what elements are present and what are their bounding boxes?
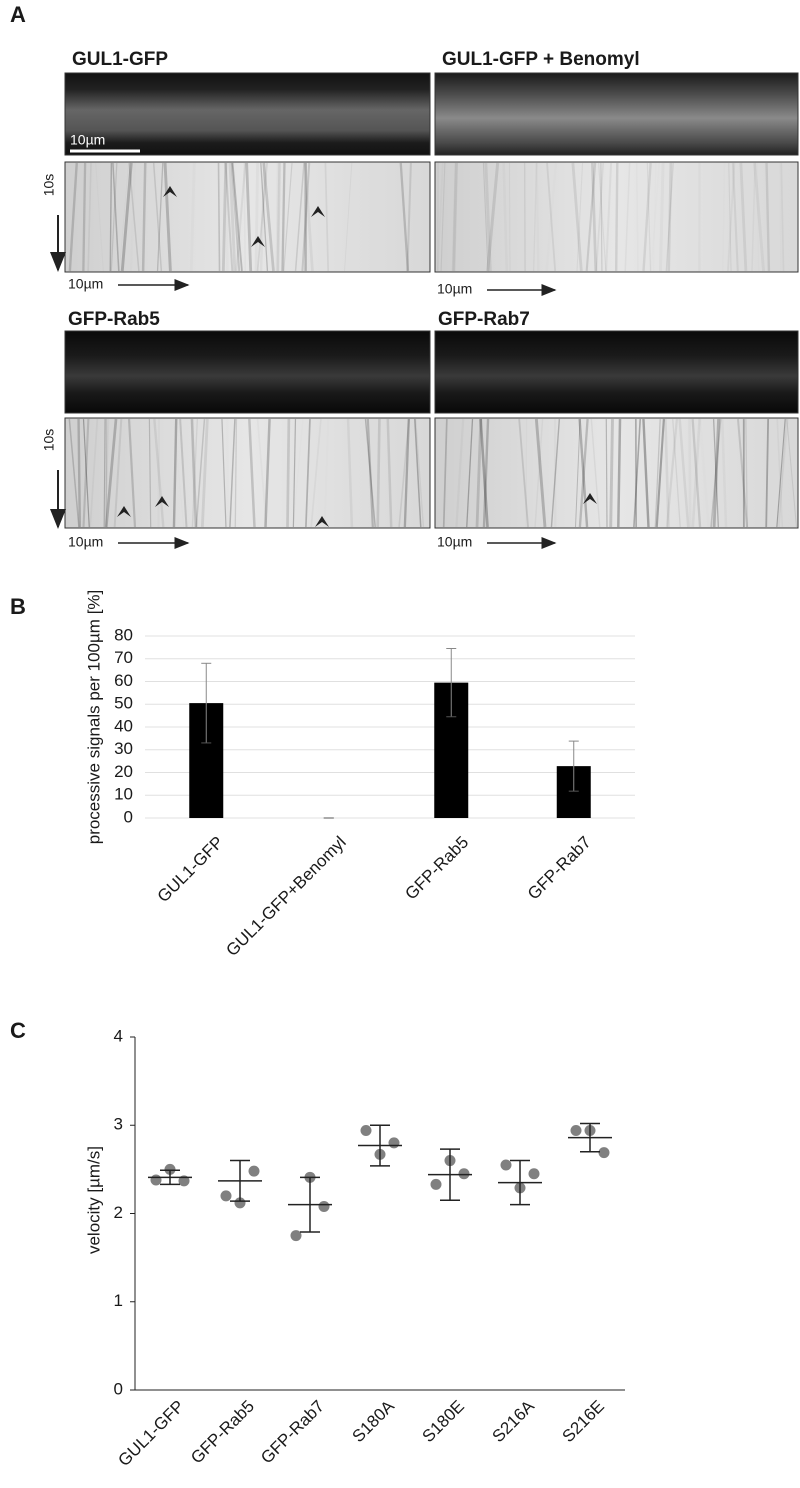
image-title: GUL1-GFP <box>72 49 168 70</box>
x-tick-label: S180E <box>418 1397 468 1447</box>
y-tick-label: 60 <box>114 671 133 690</box>
y-axis-label: processive signals per 100µm [%] <box>84 590 103 845</box>
distance-label: 10µm <box>68 534 103 550</box>
data-point <box>389 1137 400 1148</box>
x-tick-label: S216A <box>488 1396 538 1446</box>
y-axis-label: velocity [µm/s] <box>84 1146 103 1254</box>
image-title: GUL1-GFP + Benomyl <box>442 49 640 70</box>
streak <box>611 419 613 527</box>
y-tick-label: 2 <box>114 1203 123 1222</box>
streak <box>618 419 620 527</box>
streak <box>219 163 220 271</box>
data-point <box>221 1190 232 1201</box>
data-point <box>571 1125 582 1136</box>
y-tick-label: 40 <box>114 716 133 735</box>
micrograph <box>65 331 430 413</box>
data-point <box>431 1179 442 1190</box>
streak <box>509 163 510 271</box>
data-point <box>361 1125 372 1136</box>
streak <box>277 163 278 271</box>
x-tick-label: S216E <box>558 1397 608 1447</box>
streak <box>238 163 240 271</box>
streak <box>537 163 539 271</box>
y-tick-label: 1 <box>114 1291 123 1310</box>
micrograph <box>65 73 430 155</box>
streak <box>256 163 258 271</box>
x-tick-label: GFP-Rab5 <box>401 833 472 904</box>
panel-label: C <box>10 1018 26 1043</box>
y-tick-label: 4 <box>114 1026 123 1045</box>
streak <box>689 419 690 527</box>
panel-label: B <box>10 594 26 619</box>
data-point <box>459 1168 470 1179</box>
x-tick-label: GFP-Rab7 <box>524 833 595 904</box>
x-tick-label: S180A <box>348 1396 398 1446</box>
data-point <box>319 1201 330 1212</box>
x-tick-label: GUL1-GFP <box>154 833 228 907</box>
panel-label: A <box>10 2 26 27</box>
y-tick-label: 10 <box>114 785 133 804</box>
image-title: GFP-Rab5 <box>68 309 160 330</box>
x-tick-label: GFP-Rab7 <box>257 1397 328 1468</box>
y-tick-label: 50 <box>114 694 133 713</box>
streak <box>227 419 228 527</box>
distance-label: 10µm <box>68 276 103 292</box>
panel-a: A GUL1-GFP GUL1-GFP + Benomyl GFP-Rab5 G… <box>10 2 798 550</box>
y-tick-label: 80 <box>114 625 133 644</box>
y-tick-label: 3 <box>114 1115 123 1134</box>
y-tick-label: 30 <box>114 739 133 758</box>
micrograph <box>435 73 798 155</box>
time-label: 10s <box>41 174 57 197</box>
streak <box>287 419 288 527</box>
data-point <box>599 1147 610 1158</box>
y-tick-label: 20 <box>114 762 133 781</box>
distance-label: 10µm <box>437 534 472 550</box>
y-tick-label: 0 <box>124 807 133 826</box>
x-tick-label: GFP-Rab5 <box>187 1397 258 1468</box>
x-tick-label: GUL1-GFP+Benomyl <box>222 833 349 960</box>
data-point <box>501 1159 512 1170</box>
x-tick-label: GUL1-GFP <box>114 1397 188 1471</box>
streak <box>606 419 607 527</box>
micrograph <box>435 331 798 413</box>
y-tick-label: 70 <box>114 648 133 667</box>
time-label: 10s <box>41 429 57 452</box>
data-point <box>291 1230 302 1241</box>
streak <box>378 419 380 527</box>
data-point <box>249 1166 260 1177</box>
data-point <box>151 1174 162 1185</box>
scale-bar-label: 10µm <box>70 132 105 148</box>
streak <box>159 419 160 527</box>
data-point <box>529 1168 540 1179</box>
streak <box>79 419 80 527</box>
image-title: GFP-Rab7 <box>438 309 530 330</box>
streak <box>616 163 617 271</box>
distance-label: 10µm <box>437 281 472 297</box>
y-tick-label: 0 <box>114 1379 123 1398</box>
